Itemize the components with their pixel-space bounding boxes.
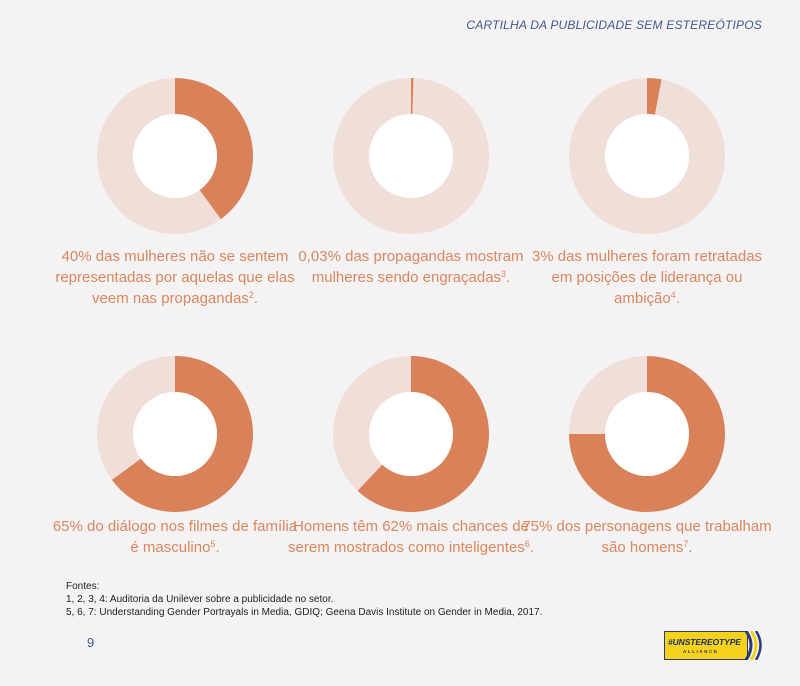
footnote-ref: 7 xyxy=(683,539,689,549)
donut-chart-6 xyxy=(569,356,725,512)
donut-chart-4 xyxy=(97,356,253,512)
donut-slice-highlight xyxy=(647,78,662,115)
donut-svg xyxy=(97,356,253,512)
donut-svg xyxy=(569,356,725,512)
page-number: 9 xyxy=(87,635,95,650)
donut-chart-2 xyxy=(333,78,489,234)
caption-4: 65% do diálogo nos filmes de família é m… xyxy=(52,518,298,556)
donut-slice-highlight xyxy=(357,356,489,512)
donut-hole xyxy=(605,392,689,476)
donut-chart-1 xyxy=(97,78,253,234)
unstereotype-logo: #UNSTEREOTYPE ALLIANCE xyxy=(664,631,764,660)
footnote-ref: 2 xyxy=(248,290,254,300)
donut-slice-highlight xyxy=(569,356,725,512)
caption-3: 3% das mulheres foram retratadas em posi… xyxy=(531,248,763,307)
footnote-ref: 4 xyxy=(670,290,676,300)
donut-slice-highlight xyxy=(111,356,253,512)
donut-slice-highlight xyxy=(411,78,414,115)
donut-hole xyxy=(369,392,453,476)
donut-chart-3 xyxy=(569,78,725,234)
sources-line-1: 1, 2, 3, 4: Auditoria da Unilever sobre … xyxy=(66,594,334,605)
donut-hole xyxy=(133,114,217,198)
caption-2: 0,03% das propagandas mostram mulheres s… xyxy=(298,248,524,286)
logo-text: #UNSTEREOTYPE xyxy=(668,637,741,647)
caption-6: 75% dos personagens que trabalham são ho… xyxy=(522,518,772,556)
caption-5: Homens têm 62% mais chances de serem mos… xyxy=(288,518,534,556)
donut-chart-5 xyxy=(333,356,489,512)
sources-line-2: 5, 6, 7: Understanding Gender Portrayals… xyxy=(66,607,543,618)
sources-block: Fontes: 1, 2, 3, 4: Auditoria da Unileve… xyxy=(66,580,542,619)
sources-heading: Fontes: xyxy=(66,581,100,592)
logo-box: #UNSTEREOTYPE ALLIANCE xyxy=(664,631,748,660)
donut-hole xyxy=(133,392,217,476)
footnote-ref: 3 xyxy=(501,269,507,279)
header-title: CARTILHA DA PUBLICIDADE SEM ESTEREÓTIPOS xyxy=(466,18,762,32)
donut-svg xyxy=(333,356,489,512)
caption-1: 40% das mulheres não se sentem represent… xyxy=(55,248,295,307)
logo-subtext: ALLIANCE xyxy=(683,649,719,654)
footnote-ref: 6 xyxy=(524,539,530,549)
donut-hole xyxy=(369,114,453,198)
donut-svg xyxy=(97,78,253,234)
donut-svg xyxy=(333,78,489,234)
donut-hole xyxy=(605,114,689,198)
logo-stripes-icon xyxy=(744,631,762,660)
footnote-ref: 5 xyxy=(210,539,216,549)
donut-svg xyxy=(569,78,725,234)
donut-slice-highlight xyxy=(175,78,253,220)
